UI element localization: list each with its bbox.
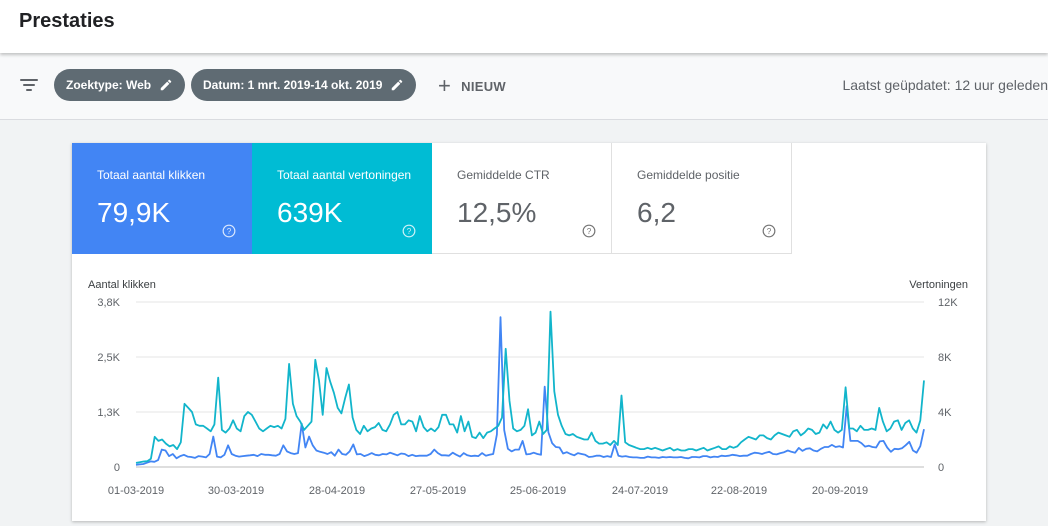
metric-label: Gemiddelde CTR <box>457 168 550 182</box>
edit-pencil-icon <box>392 79 403 91</box>
date-chip[interactable]: Datum: 1 mrt. 2019-14 okt. 2019 <box>191 69 417 101</box>
right-tick-label: 4K <box>938 407 952 419</box>
metric-total-impressions[interactable]: Totaal aantal vertoningen 639K ? <box>252 143 432 254</box>
performance-chart: Aantal klikken Vertoningen 3,8K 12K 2,5K 8K 1,… <box>72 254 986 521</box>
help-icon[interactable]: ? <box>582 224 596 238</box>
filter-bar: Zoektype: Web Datum: 1 mrt. 2019-14 okt.… <box>0 53 1048 120</box>
metric-average-ctr[interactable]: Gemiddelde CTR 12,5% ? <box>432 143 612 254</box>
svg-text:?: ? <box>587 227 592 236</box>
x-tick-label: 27-05-2019 <box>410 485 466 497</box>
filter-icon[interactable] <box>20 77 40 95</box>
date-chip-label: Datum: 1 mrt. 2019-14 okt. 2019 <box>203 78 383 92</box>
page-title: Prestaties <box>19 10 115 32</box>
new-filter-button[interactable]: + NIEUW <box>438 73 506 99</box>
svg-text:?: ? <box>407 227 412 236</box>
chart-svg: Aantal klikken Vertoningen 3,8K 12K 2,5K 8K 1,… <box>88 279 968 497</box>
left-tick-label: 3,8K <box>97 297 120 309</box>
x-tick-label: 24-07-2019 <box>612 485 668 497</box>
edit-pencil-icon <box>160 79 172 91</box>
last-updated-text: Laatst geüpdatet: 12 uur geleden <box>842 77 1048 93</box>
help-icon[interactable]: ? <box>762 224 776 238</box>
metric-label: Totaal aantal klikken <box>97 168 206 182</box>
help-icon[interactable]: ? <box>402 224 416 238</box>
metric-value: 639K <box>277 197 343 228</box>
top-bar: Prestaties <box>0 0 1048 53</box>
metric-total-clicks[interactable]: Totaal aantal klikken 79,9K ? <box>72 143 252 254</box>
left-tick-label: 2,5K <box>97 352 120 364</box>
performance-card: Totaal aantal klikken 79,9K ? Totaal aan… <box>72 143 986 521</box>
x-tick-label: 01-03-2019 <box>108 485 164 497</box>
x-tick-label: 30-03-2019 <box>208 485 264 497</box>
impressions-series-line <box>135 310 925 464</box>
clicks-series-line <box>135 316 925 466</box>
right-axis-title: Vertoningen <box>909 279 968 291</box>
new-filter-label: NIEUW <box>461 78 506 94</box>
svg-text:?: ? <box>767 227 772 236</box>
search-type-chip[interactable]: Zoektype: Web <box>54 69 186 101</box>
left-tick-label: 0 <box>114 462 120 474</box>
right-tick-label: 12K <box>938 297 958 309</box>
x-tick-label: 28-04-2019 <box>309 485 365 497</box>
right-tick-label: 8K <box>938 352 952 364</box>
metric-value: 6,2 <box>637 197 676 228</box>
right-tick-label: 0 <box>938 462 944 474</box>
left-axis-title: Aantal klikken <box>88 279 156 291</box>
metric-average-position[interactable]: Gemiddelde positie 6,2 ? <box>612 143 792 254</box>
help-icon[interactable]: ? <box>222 224 236 238</box>
x-tick-label: 22-08-2019 <box>711 485 767 497</box>
search-type-chip-label: Zoektype: Web <box>66 78 152 92</box>
x-tick-label: 25-06-2019 <box>510 485 566 497</box>
metric-label: Totaal aantal vertoningen <box>277 168 412 182</box>
metric-label: Gemiddelde positie <box>637 168 740 182</box>
left-tick-label: 1,3K <box>97 407 120 419</box>
plus-icon: + <box>438 73 452 98</box>
svg-text:?: ? <box>227 227 232 236</box>
metric-value: 79,9K <box>97 197 171 228</box>
metric-value: 12,5% <box>457 197 537 228</box>
x-tick-label: 20-09-2019 <box>812 485 868 497</box>
